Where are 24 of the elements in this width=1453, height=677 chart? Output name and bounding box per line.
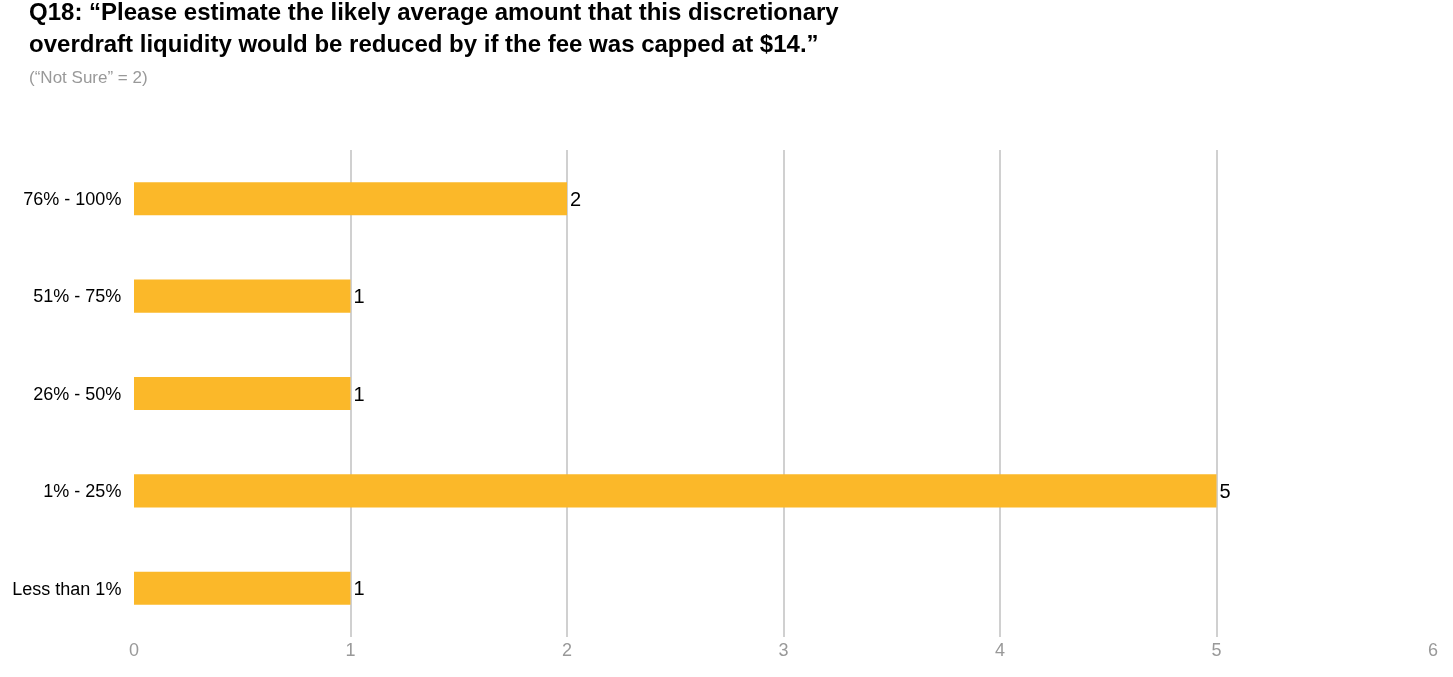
bar xyxy=(134,376,351,411)
data-label: 5 xyxy=(1219,479,1231,502)
y-tick-label: 26% - 50% xyxy=(33,383,122,404)
bar xyxy=(134,474,1217,508)
data-label: 2 xyxy=(570,187,582,210)
x-tick-label: 6 xyxy=(1427,640,1439,660)
chart-subtitle: (“Not Sure” = 2) xyxy=(29,67,148,87)
x-tick-label: 0 xyxy=(128,640,140,660)
y-tick-label: 51% - 75% xyxy=(33,286,122,307)
data-label: 1 xyxy=(353,577,365,600)
x-tick-label: 4 xyxy=(994,640,1006,660)
data-label: 1 xyxy=(353,382,365,405)
x-tick-label: 3 xyxy=(778,640,789,660)
x-tick-label: 1 xyxy=(345,640,356,660)
bar xyxy=(134,279,351,313)
bar xyxy=(134,571,351,605)
bar xyxy=(134,182,567,216)
x-tick-label: 2 xyxy=(561,640,573,660)
y-tick-label: 1% - 25% xyxy=(43,481,122,502)
data-label: 1 xyxy=(353,285,365,308)
chart-title: Q18: “Please estimate the likely average amount that this discretionary overdraft liquidity would be reduced by if the fee was capped at $14.” xyxy=(29,0,840,57)
y-tick-label: Less than 1% xyxy=(12,578,122,599)
y-tick-label: 76% - 100% xyxy=(23,189,122,209)
x-tick-label: 5 xyxy=(1211,640,1222,660)
